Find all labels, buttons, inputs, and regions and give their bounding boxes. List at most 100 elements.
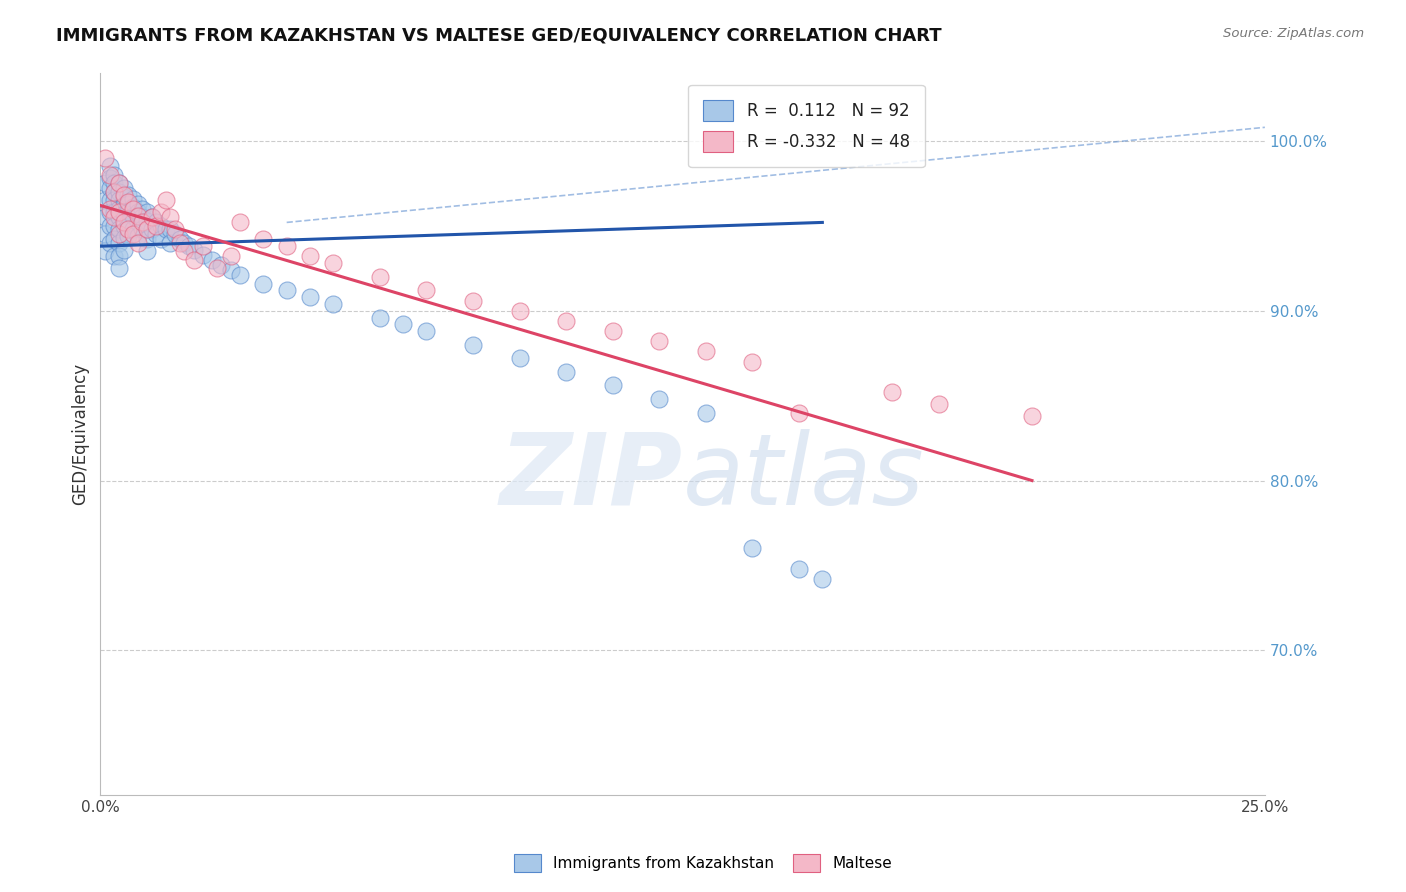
Point [368,269,391,284]
Point [112,198,135,212]
Point [117,188,139,202]
Point [112,230,135,244]
Point [741,354,763,368]
Point [94,211,117,225]
Point [98,202,121,216]
Point [127,215,149,229]
Point [648,334,671,349]
Point [555,365,578,379]
Point [201,252,224,267]
Point [155,222,177,236]
Point [98,219,121,233]
Point [122,202,145,216]
Point [695,344,717,359]
Point [741,541,763,556]
Point [509,351,531,366]
Point [173,235,195,250]
Point [112,207,135,221]
Point [98,171,121,186]
Point [155,194,177,208]
Point [141,211,163,225]
Point [94,244,117,259]
Point [98,168,121,182]
Point [103,211,125,225]
Point [117,196,139,211]
Point [145,227,167,242]
Point [122,209,145,223]
Point [131,211,153,225]
Point [108,227,131,242]
Point [136,244,159,259]
Point [131,202,153,216]
Point [122,192,145,206]
Point [103,168,125,182]
Point [229,268,252,282]
Point [177,239,200,253]
Point [136,205,159,219]
Point [127,209,149,223]
Point [117,215,139,229]
Point [159,211,181,225]
Point [103,232,125,246]
Point [602,324,624,338]
Point [136,222,159,236]
Point [136,232,159,246]
Point [141,211,163,225]
Point [1021,409,1043,423]
Point [141,222,163,236]
Point [322,297,344,311]
Point [368,310,391,325]
Point [108,177,131,191]
Point [122,227,145,242]
Point [98,160,121,174]
Point [219,249,242,263]
Point [163,227,186,242]
Point [108,202,131,216]
Point [108,194,131,208]
Point [98,235,121,250]
Point [98,205,121,219]
Point [811,572,834,586]
Point [103,177,125,191]
Point [252,277,274,291]
Point [229,215,252,229]
Point [149,232,172,246]
Point [219,263,242,277]
Point [112,188,135,202]
Point [461,293,484,308]
Point [322,256,344,270]
Point [108,211,131,225]
Point [94,227,117,242]
Point [787,406,810,420]
Point [94,151,117,165]
Point [159,235,181,250]
Point [112,181,135,195]
Point [928,397,950,411]
Point [117,229,139,244]
Point [509,303,531,318]
Point [98,194,121,208]
Point [145,215,167,229]
Point [94,177,117,191]
Point [159,222,181,236]
Point [461,337,484,351]
Point [103,194,125,208]
Point [183,243,205,257]
Point [117,222,139,236]
Point [122,200,145,214]
Point [298,290,321,304]
Point [112,219,135,233]
Point [695,406,717,420]
Point [252,232,274,246]
Point [127,235,149,250]
Point [94,194,117,208]
Point [169,232,191,246]
Point [173,244,195,259]
Point [103,249,125,263]
Point [555,314,578,328]
Point [108,177,131,191]
Point [98,181,121,195]
Point [136,222,159,236]
Point [648,392,671,406]
Point [131,222,153,236]
